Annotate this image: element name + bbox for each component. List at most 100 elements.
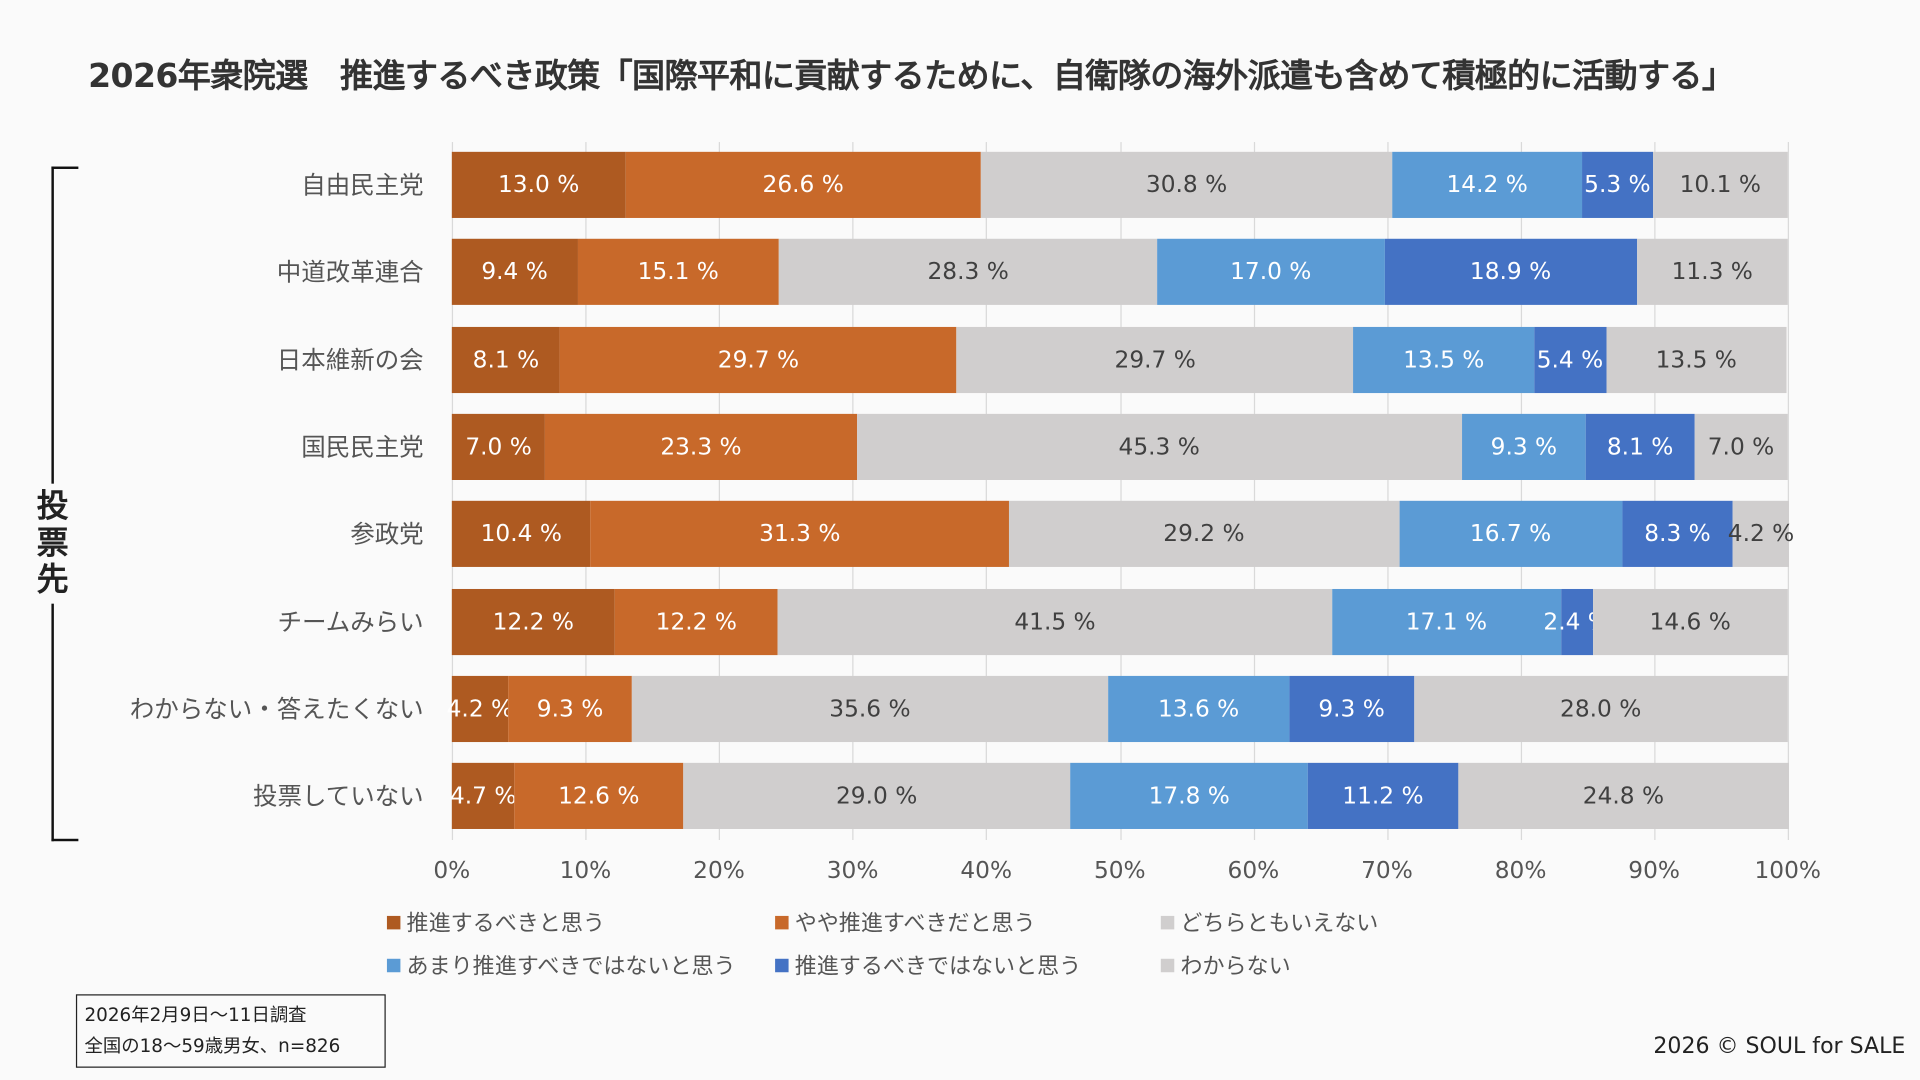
data-label: 13.0 % xyxy=(498,171,580,199)
category-label: チームみらい xyxy=(277,606,424,637)
survey-date: 2026年2月9日〜11日調査 xyxy=(84,1004,307,1027)
data-label: 11.3 % xyxy=(1671,258,1753,286)
bar-segment xyxy=(1070,762,1309,830)
bar-segment xyxy=(980,151,1393,218)
x-tick-label: 40% xyxy=(960,857,1013,885)
bar-segment xyxy=(1652,151,1788,218)
survey-sample: 全国の18〜59歳男女、n=826 xyxy=(84,1034,341,1057)
data-label: 41.5 % xyxy=(1014,607,1096,635)
bar-segment xyxy=(1694,413,1788,480)
legend-item: あまり推進すべきではないと思う xyxy=(386,949,736,981)
data-label: 26.6 % xyxy=(762,171,844,199)
legend-item: 推進するべきではないと思う xyxy=(775,949,1081,981)
category-label: 自由民主党 xyxy=(301,170,424,200)
bar-segment xyxy=(632,675,1108,742)
data-label: 28.3 % xyxy=(927,258,1009,286)
legend-label: 推進するべきではないと思う xyxy=(794,953,1082,980)
data-label: 4.7 % xyxy=(449,782,517,810)
copyright: 2026 © SOUL for SALE xyxy=(1653,1033,1906,1060)
bar-segment xyxy=(1107,675,1290,742)
data-label: 18.9 % xyxy=(1469,258,1552,286)
data-label: 9.3 % xyxy=(536,695,604,723)
category-label: わからない・答えたくない xyxy=(129,694,424,724)
data-label: 28.0 % xyxy=(1560,695,1642,723)
legend-swatch xyxy=(1160,915,1175,929)
x-tick-label: 20% xyxy=(693,857,745,885)
bar-segment xyxy=(1157,239,1385,306)
bar-segment xyxy=(590,501,1009,568)
x-tick-label: 80% xyxy=(1494,857,1547,885)
data-label: 14.2 % xyxy=(1446,171,1528,199)
bar-segment xyxy=(777,588,1333,655)
bar-segment xyxy=(625,151,981,218)
bar-segment xyxy=(451,675,508,742)
bar-segment xyxy=(1592,588,1788,655)
legend-swatch xyxy=(775,915,789,929)
data-label: 12.2 % xyxy=(655,607,737,635)
legend-swatch xyxy=(775,958,789,972)
gridline xyxy=(1253,142,1255,841)
legend-label: あまり推進すべきではないと思う xyxy=(406,953,736,980)
x-tick-label: 60% xyxy=(1227,857,1280,885)
x-tick-label: 90% xyxy=(1628,857,1681,885)
gridline xyxy=(1119,142,1122,841)
bar-segment xyxy=(451,588,615,655)
bar-segment xyxy=(1461,413,1587,480)
bar-segment xyxy=(451,239,578,306)
data-label: 4.2 % xyxy=(446,695,514,723)
x-tick-label: 70% xyxy=(1361,857,1413,885)
legend-item: 推進するべきと思う xyxy=(386,906,605,938)
data-label: 16.7 % xyxy=(1469,520,1552,548)
bar-segment xyxy=(451,151,626,218)
gridline xyxy=(852,142,854,841)
bar-segment xyxy=(779,239,1158,306)
data-label: 5.4 % xyxy=(1536,346,1604,373)
gridline xyxy=(451,142,454,841)
bar-segment xyxy=(682,762,1071,830)
data-label: 29.2 % xyxy=(1163,520,1245,548)
gridline xyxy=(585,142,587,841)
bar-segment xyxy=(1289,675,1414,742)
data-label: 15.1 % xyxy=(637,258,719,286)
bar-segment xyxy=(1622,501,1733,568)
data-label: 7.0 % xyxy=(1707,433,1775,461)
bar-segment xyxy=(1332,588,1561,655)
x-tick-label: 30% xyxy=(826,857,879,885)
bar-segment xyxy=(1457,762,1790,830)
bar-segment xyxy=(956,326,1354,393)
chart-title: 2026年衆院選 推進するべき政策「国際平和に貢献するために、自衛隊の海外派遣も… xyxy=(88,57,1735,96)
y-axis-label-text: 投票先 xyxy=(36,488,69,599)
bar-segment xyxy=(1606,326,1787,393)
data-label: 12.2 % xyxy=(492,607,574,635)
bar-segment xyxy=(545,413,857,480)
bar-segment xyxy=(451,326,561,393)
legend-swatch xyxy=(1160,958,1175,972)
data-label: 5.3 % xyxy=(1584,171,1651,199)
data-label: 9.3 % xyxy=(1318,695,1385,723)
x-tick-label: 50% xyxy=(1093,857,1146,885)
data-label: 30.8 % xyxy=(1145,171,1228,199)
data-label: 8.1 % xyxy=(472,346,540,373)
gridline xyxy=(1520,142,1522,841)
data-label: 11.2 % xyxy=(1342,782,1424,810)
data-label: 17.1 % xyxy=(1405,607,1488,635)
data-label: 23.3 % xyxy=(660,433,742,461)
legend-swatch xyxy=(386,958,401,972)
gridline xyxy=(1386,142,1389,841)
data-label: 17.0 % xyxy=(1230,258,1312,286)
bar-segment xyxy=(1732,501,1790,568)
survey-note: 2026年2月9日〜11日調査 全国の18〜59歳男女、n=826 xyxy=(75,994,386,1068)
bar-segment xyxy=(1533,326,1607,393)
data-label: 45.3 % xyxy=(1118,433,1200,461)
gridline xyxy=(986,142,988,841)
data-label: 9.4 % xyxy=(481,258,548,286)
bar-segment xyxy=(1384,239,1637,306)
category-label: 参政党 xyxy=(350,519,424,549)
bar-segment xyxy=(507,675,633,742)
bar-segment xyxy=(1636,239,1788,306)
legend-item: やや推進すべきだと思う xyxy=(775,906,1036,938)
data-label: 24.8 % xyxy=(1582,782,1665,810)
data-label: 31.3 % xyxy=(759,520,841,548)
bar-segment xyxy=(560,326,957,393)
